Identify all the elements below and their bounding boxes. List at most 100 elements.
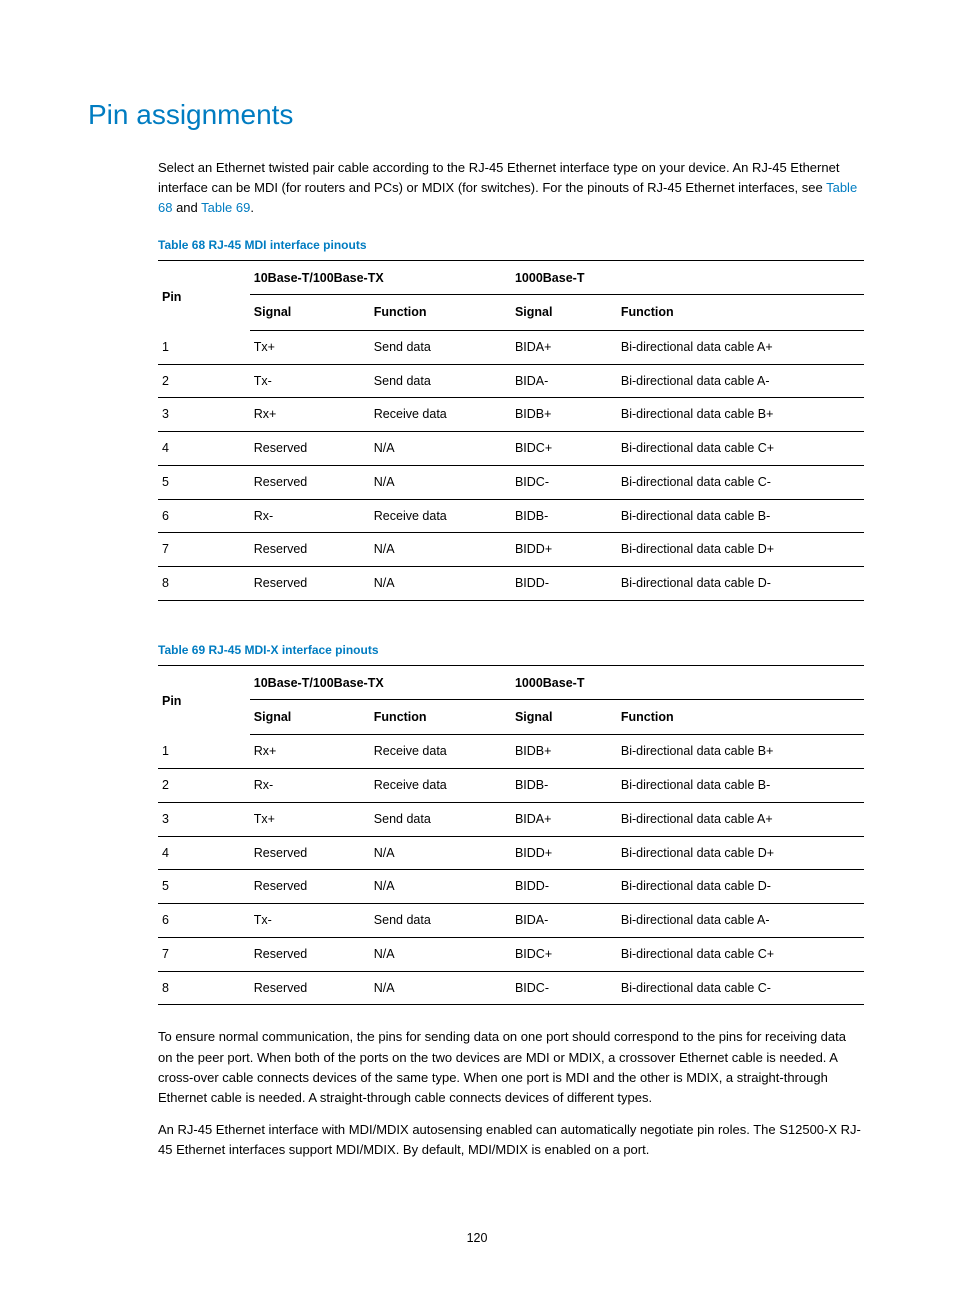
table-cell: Reserved [250,465,370,499]
table-cell: BIDB+ [511,735,617,769]
table-cell: Rx+ [250,735,370,769]
table-cell: BIDA- [511,904,617,938]
th-pin: Pin [158,665,250,735]
table-cell: Bi-directional data cable C- [617,465,864,499]
table-cell: Reserved [250,937,370,971]
table-cell: Send data [370,802,511,836]
paragraph-communication: To ensure normal communication, the pins… [158,1027,864,1108]
table-68: Pin 10Base-T/100Base-TX 1000Base-T Signa… [158,260,864,601]
table-cell: Receive data [370,499,511,533]
table-row: 7ReservedN/ABIDC+Bi-directional data cab… [158,937,864,971]
table-cell: N/A [370,567,511,601]
th-group-10base: 10Base-T/100Base-TX [250,665,511,699]
th-function-2: Function [617,699,864,735]
table-cell: Tx+ [250,802,370,836]
table-cell: Bi-directional data cable B+ [617,735,864,769]
table-cell: 1 [158,330,250,364]
table-cell: Send data [370,330,511,364]
table-row: 2Rx-Receive dataBIDB-Bi-directional data… [158,769,864,803]
th-function-2: Function [617,295,864,331]
table-cell: 3 [158,802,250,836]
table-cell: Reserved [250,432,370,466]
intro-text-1: Select an Ethernet twisted pair cable ac… [158,160,839,195]
th-function-1: Function [370,699,511,735]
table-cell: BIDC+ [511,937,617,971]
table-cell: BIDD- [511,567,617,601]
table-row: 4ReservedN/ABIDD+Bi-directional data cab… [158,836,864,870]
table-cell: Receive data [370,398,511,432]
th-signal-2: Signal [511,699,617,735]
intro-paragraph: Select an Ethernet twisted pair cable ac… [158,158,864,218]
table-row: 2Tx-Send dataBIDA-Bi-directional data ca… [158,364,864,398]
table-cell: N/A [370,432,511,466]
table-cell: Bi-directional data cable A+ [617,802,864,836]
page: Pin assignments Select an Ethernet twist… [0,0,954,1296]
table-cell: Tx- [250,904,370,938]
table-cell: Bi-directional data cable D+ [617,836,864,870]
th-group-1000base: 1000Base-T [511,665,864,699]
table-cell: N/A [370,836,511,870]
th-pin: Pin [158,261,250,331]
table-69-caption: Table 69 RJ-45 MDI-X interface pinouts [158,641,864,659]
table-cell: 7 [158,533,250,567]
table-cell: BIDD- [511,870,617,904]
table-cell: 8 [158,971,250,1005]
table-69: Pin 10Base-T/100Base-TX 1000Base-T Signa… [158,665,864,1006]
page-title: Pin assignments [88,94,864,136]
table-cell: Bi-directional data cable D- [617,567,864,601]
table-row: 6Rx-Receive dataBIDB-Bi-directional data… [158,499,864,533]
table-cell: BIDB+ [511,398,617,432]
intro-text-3: . [250,200,254,215]
table-row: 3Tx+Send dataBIDA+Bi-directional data ca… [158,802,864,836]
table-cell: BIDB- [511,499,617,533]
table-cell: Reserved [250,533,370,567]
table-row: 5ReservedN/ABIDD-Bi-directional data cab… [158,870,864,904]
th-function-1: Function [370,295,511,331]
content-body: Select an Ethernet twisted pair cable ac… [158,158,864,1160]
table-cell: 6 [158,499,250,533]
table-cell: Bi-directional data cable D+ [617,533,864,567]
th-group-1000base: 1000Base-T [511,261,864,295]
table-cell: Bi-directional data cable C- [617,971,864,1005]
table-cell: N/A [370,465,511,499]
th-signal-1: Signal [250,295,370,331]
table-cell: Bi-directional data cable B+ [617,398,864,432]
table-cell: Rx+ [250,398,370,432]
table-cell: Rx- [250,499,370,533]
table-row: 3Rx+Receive dataBIDB+Bi-directional data… [158,398,864,432]
table-cell: Reserved [250,870,370,904]
table-row: 8ReservedN/ABIDC-Bi-directional data cab… [158,971,864,1005]
page-number: 120 [0,1229,954,1248]
table-cell: Bi-directional data cable A+ [617,330,864,364]
table-row: 1Rx+Receive dataBIDB+Bi-directional data… [158,735,864,769]
table-cell: BIDA+ [511,330,617,364]
table-cell: Send data [370,904,511,938]
table-cell: N/A [370,971,511,1005]
table-cell: 4 [158,836,250,870]
table-cell: Bi-directional data cable C+ [617,432,864,466]
table-cell: 3 [158,398,250,432]
table-row: 1Tx+Send dataBIDA+Bi-directional data ca… [158,330,864,364]
table-cell: BIDD+ [511,533,617,567]
table-row: 6Tx-Send dataBIDA-Bi-directional data ca… [158,904,864,938]
table-row: 8ReservedN/ABIDD-Bi-directional data cab… [158,567,864,601]
table-cell: Bi-directional data cable B- [617,769,864,803]
table-cell: N/A [370,937,511,971]
table-cell: 1 [158,735,250,769]
link-table-69[interactable]: Table 69 [201,200,250,215]
intro-text-2: and [172,200,201,215]
table-cell: N/A [370,533,511,567]
table-cell: 7 [158,937,250,971]
table-cell: Bi-directional data cable A- [617,904,864,938]
table-cell: Receive data [370,769,511,803]
table-cell: 5 [158,870,250,904]
table-cell: Tx- [250,364,370,398]
table-cell: Bi-directional data cable B- [617,499,864,533]
table-row: 5ReservedN/ABIDC-Bi-directional data cab… [158,465,864,499]
table-row: 4ReservedN/ABIDC+Bi-directional data cab… [158,432,864,466]
table-cell: 2 [158,769,250,803]
table-cell: Send data [370,364,511,398]
table-68-caption: Table 68 RJ-45 MDI interface pinouts [158,236,864,254]
table-cell: BIDC- [511,465,617,499]
table-cell: BIDA+ [511,802,617,836]
